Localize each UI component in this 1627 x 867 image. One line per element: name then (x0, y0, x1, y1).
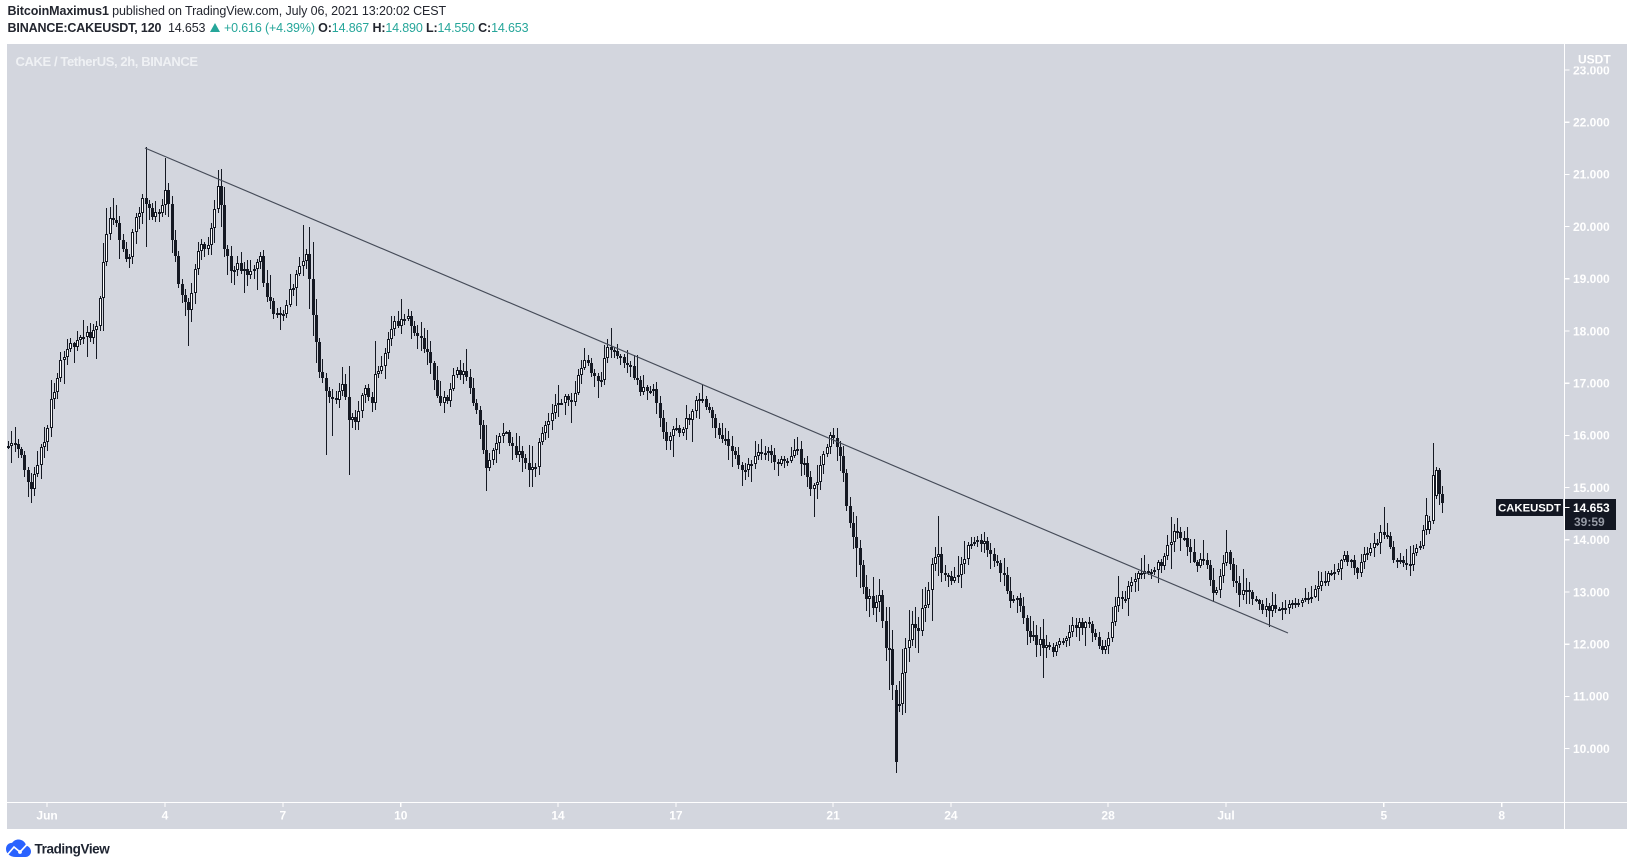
svg-text:10.000: 10.000 (1573, 742, 1610, 756)
svg-text:15.000: 15.000 (1573, 481, 1610, 495)
svg-text:12.000: 12.000 (1573, 638, 1610, 652)
svg-text:Jun: Jun (36, 809, 57, 823)
svg-text:5: 5 (1380, 809, 1387, 823)
svg-text:Jul: Jul (1217, 809, 1234, 823)
svg-text:39:59: 39:59 (1574, 515, 1605, 529)
svg-text:8: 8 (1498, 809, 1505, 823)
svg-text:21.000: 21.000 (1573, 168, 1610, 182)
svg-text:13.000: 13.000 (1573, 585, 1610, 599)
svg-text:TradingView: TradingView (35, 842, 111, 857)
svg-text:14.653: 14.653 (1573, 501, 1610, 515)
svg-text:14: 14 (551, 809, 565, 823)
svg-text:CAKE / TetherUS, 2h, BINANCE: CAKE / TetherUS, 2h, BINANCE (16, 54, 199, 69)
svg-text:20.000: 20.000 (1573, 220, 1610, 234)
svg-text:28: 28 (1101, 809, 1115, 823)
svg-text:14.000: 14.000 (1573, 533, 1610, 547)
svg-text:11.000: 11.000 (1573, 690, 1609, 704)
svg-text:USDT: USDT (1578, 53, 1611, 67)
svg-text:CAKEUSDT: CAKEUSDT (1498, 503, 1561, 515)
svg-text:4: 4 (162, 809, 169, 823)
svg-text:16.000: 16.000 (1573, 429, 1610, 443)
svg-text:24: 24 (944, 809, 958, 823)
svg-text:17: 17 (669, 809, 683, 823)
svg-text:10: 10 (394, 809, 408, 823)
svg-text:7: 7 (280, 809, 287, 823)
svg-text:22.000: 22.000 (1573, 116, 1610, 130)
svg-text:23.000: 23.000 (1573, 63, 1610, 77)
svg-text:17.000: 17.000 (1573, 377, 1610, 391)
svg-text:18.000: 18.000 (1573, 324, 1610, 338)
svg-text:21: 21 (826, 809, 840, 823)
svg-text:19.000: 19.000 (1573, 272, 1610, 286)
